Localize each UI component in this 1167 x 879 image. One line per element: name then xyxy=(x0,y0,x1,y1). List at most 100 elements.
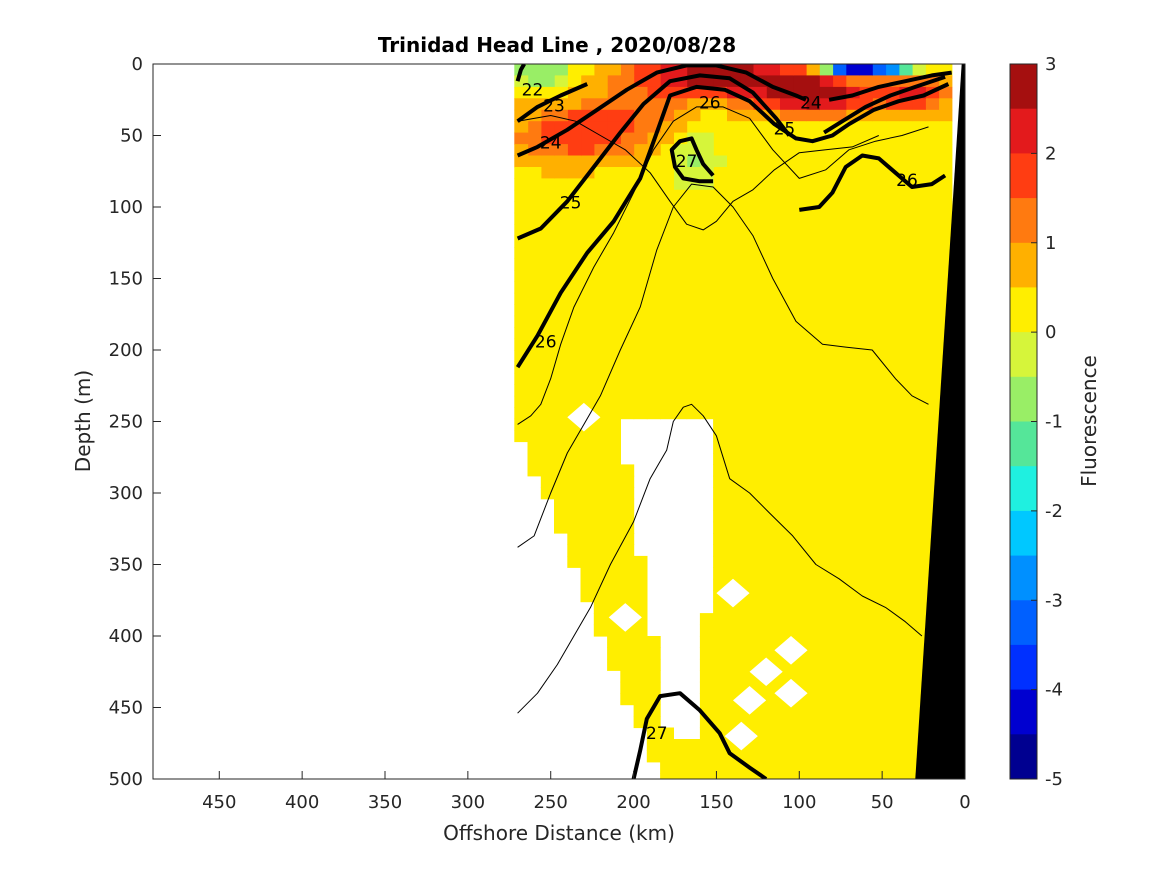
field-cell xyxy=(925,372,940,385)
field-cell xyxy=(713,544,727,557)
field-cell xyxy=(660,212,674,225)
field-cell xyxy=(819,521,834,534)
field-cell xyxy=(593,601,608,614)
field-cell xyxy=(514,224,529,237)
field-cell xyxy=(713,178,727,191)
field-cell xyxy=(832,201,847,214)
field-cell xyxy=(739,555,754,568)
field-cell xyxy=(858,578,873,591)
field-cell xyxy=(713,567,727,580)
field-cell xyxy=(766,178,780,191)
field-cell xyxy=(514,167,529,179)
field-cell xyxy=(540,121,555,134)
field-cell xyxy=(779,487,794,500)
field-cell xyxy=(514,430,529,443)
field-cell xyxy=(832,727,847,740)
field-cell xyxy=(858,521,873,534)
field-cell xyxy=(593,613,608,626)
field-cell xyxy=(593,521,608,534)
field-cell xyxy=(567,247,582,259)
field-cell xyxy=(554,475,568,488)
field-cell xyxy=(845,384,860,397)
field-cell xyxy=(898,464,913,477)
field-cell xyxy=(739,430,754,443)
field-cell xyxy=(885,750,900,763)
field-cell xyxy=(766,716,780,729)
field-cell xyxy=(713,258,727,271)
field-cell xyxy=(832,132,847,145)
field-cell xyxy=(845,167,860,179)
field-cell xyxy=(805,315,820,328)
field-cell xyxy=(699,258,714,271)
field-cell xyxy=(726,624,741,637)
isopycnal-contour-labeled xyxy=(516,82,588,123)
field-cell xyxy=(673,372,688,385)
field-cell xyxy=(752,292,767,305)
field-cell xyxy=(832,269,847,282)
field-cell xyxy=(938,178,953,191)
field-cell xyxy=(726,498,741,511)
field-cell xyxy=(713,555,727,568)
field-cell xyxy=(607,258,621,271)
field-cell xyxy=(514,86,529,99)
field-cell xyxy=(567,327,582,340)
field-cell xyxy=(540,350,555,362)
field-cell xyxy=(540,235,555,248)
field-cell xyxy=(792,624,807,637)
field-cell xyxy=(752,533,767,545)
field-cell xyxy=(779,773,794,779)
field-cell xyxy=(792,464,807,477)
field-cell xyxy=(633,86,648,99)
field-cell xyxy=(766,487,780,500)
field-cell xyxy=(726,647,741,660)
field-cell xyxy=(554,224,568,237)
field-cell xyxy=(858,430,873,443)
field-cell xyxy=(858,64,873,76)
field-cell xyxy=(739,235,754,248)
field-cell xyxy=(792,613,807,626)
field-cell xyxy=(845,315,860,328)
field-cell xyxy=(752,636,767,648)
field-cell xyxy=(646,98,661,111)
field-cell xyxy=(607,361,621,374)
field-cell xyxy=(686,292,701,305)
field-cell xyxy=(766,453,780,465)
field-cell xyxy=(699,304,714,317)
field-cell xyxy=(554,98,568,111)
field-cell xyxy=(779,201,794,214)
field-cell xyxy=(527,258,542,271)
field-cell xyxy=(514,418,529,431)
field-cell xyxy=(752,189,767,202)
field-cell xyxy=(713,533,727,545)
field-cell xyxy=(779,716,794,729)
field-cell xyxy=(792,510,807,523)
field-cell xyxy=(792,269,807,282)
field-cell xyxy=(699,372,714,385)
field-cell xyxy=(912,98,926,111)
field-cell xyxy=(925,350,940,362)
field-cell xyxy=(832,544,847,557)
field-cell xyxy=(567,338,582,351)
field-cell xyxy=(912,155,926,168)
field-cell xyxy=(832,338,847,351)
field-cell xyxy=(580,224,595,237)
contour-label: 27 xyxy=(676,152,698,172)
field-cell xyxy=(845,418,860,431)
field-cell xyxy=(686,761,701,774)
field-cell xyxy=(885,418,900,431)
contour-label: 27 xyxy=(646,724,668,744)
field-cell xyxy=(832,693,847,706)
field-cell xyxy=(858,704,873,717)
field-cell xyxy=(858,315,873,328)
field-cell xyxy=(554,327,568,340)
field-cell xyxy=(527,407,542,420)
field-cell xyxy=(792,212,807,225)
field-cell xyxy=(872,350,887,362)
field-cell xyxy=(514,212,529,225)
field-cell xyxy=(660,178,674,191)
field-cell xyxy=(660,761,674,774)
field-cell xyxy=(898,235,913,248)
field-cell xyxy=(686,372,701,385)
field-cell xyxy=(739,475,754,488)
field-cell xyxy=(779,578,794,591)
